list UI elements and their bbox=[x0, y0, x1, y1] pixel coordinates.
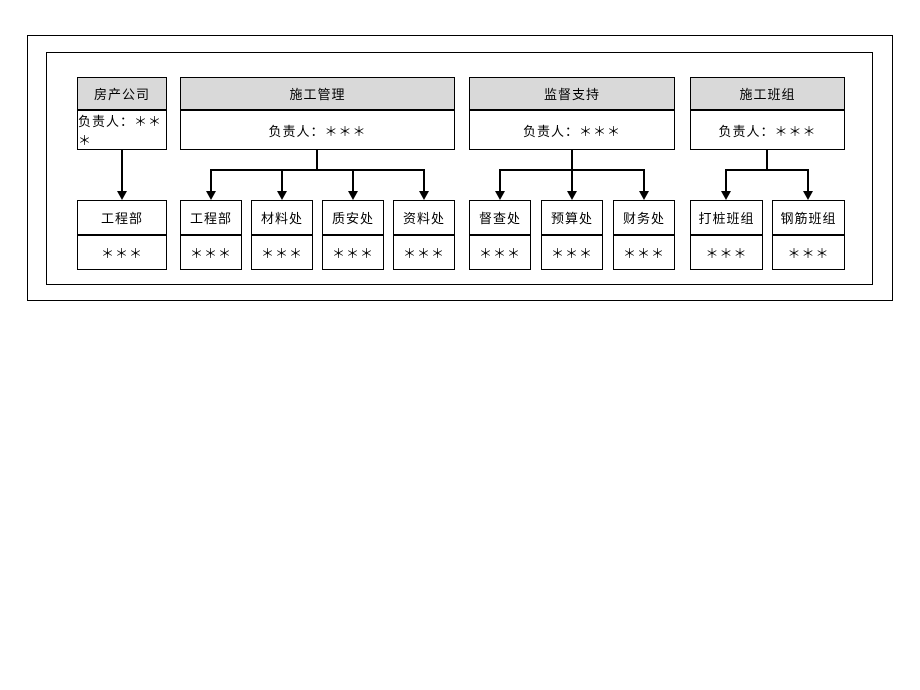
child-sub-c7: ＊＊＊ bbox=[541, 235, 603, 270]
child-sub-c2: ＊＊＊ bbox=[180, 235, 242, 270]
group-owner-0: 负责人：＊＊＊ bbox=[77, 110, 167, 150]
arrow-head-icon bbox=[721, 191, 731, 200]
connector-line bbox=[121, 150, 123, 192]
child-title-c4: 质安处 bbox=[322, 200, 384, 235]
connector-line bbox=[210, 170, 212, 192]
arrow-head-icon bbox=[567, 191, 577, 200]
group-header-3: 施工班组 bbox=[690, 77, 845, 110]
group-owner-3: 负责人：＊＊＊ bbox=[690, 110, 845, 150]
connector-line bbox=[316, 150, 318, 170]
arrow-head-icon bbox=[206, 191, 216, 200]
connector-line bbox=[571, 170, 573, 192]
arrow-head-icon bbox=[803, 191, 813, 200]
child-title-c7: 预算处 bbox=[541, 200, 603, 235]
group-owner-2: 负责人：＊＊＊ bbox=[469, 110, 675, 150]
arrow-head-icon bbox=[495, 191, 505, 200]
arrow-head-icon bbox=[639, 191, 649, 200]
connector-line bbox=[807, 170, 809, 192]
connector-line bbox=[423, 170, 425, 192]
child-sub-c5: ＊＊＊ bbox=[393, 235, 455, 270]
connector-line bbox=[499, 170, 501, 192]
child-title-c9: 打桩班组 bbox=[690, 200, 763, 235]
child-title-c1: 工程部 bbox=[77, 200, 167, 235]
child-title-c2: 工程部 bbox=[180, 200, 242, 235]
connector-line bbox=[725, 169, 809, 171]
connector-line bbox=[210, 169, 425, 171]
arrow-head-icon bbox=[117, 191, 127, 200]
child-title-c10: 钢筋班组 bbox=[772, 200, 845, 235]
child-title-c8: 财务处 bbox=[613, 200, 675, 235]
group-owner-1: 负责人：＊＊＊ bbox=[180, 110, 455, 150]
child-sub-c10: ＊＊＊ bbox=[772, 235, 845, 270]
child-sub-c1: ＊＊＊ bbox=[77, 235, 167, 270]
child-title-c3: 材料处 bbox=[251, 200, 313, 235]
group-header-1: 施工管理 bbox=[180, 77, 455, 110]
child-sub-c9: ＊＊＊ bbox=[690, 235, 763, 270]
group-header-0: 房产公司 bbox=[77, 77, 167, 110]
group-header-2: 监督支持 bbox=[469, 77, 675, 110]
connector-line bbox=[643, 170, 645, 192]
arrow-head-icon bbox=[348, 191, 358, 200]
connector-line bbox=[281, 170, 283, 192]
child-title-c5: 资料处 bbox=[393, 200, 455, 235]
connector-line bbox=[725, 170, 727, 192]
child-title-c6: 督查处 bbox=[469, 200, 531, 235]
connector-line bbox=[352, 170, 354, 192]
arrow-head-icon bbox=[277, 191, 287, 200]
child-sub-c3: ＊＊＊ bbox=[251, 235, 313, 270]
child-sub-c4: ＊＊＊ bbox=[322, 235, 384, 270]
connector-line bbox=[766, 150, 768, 170]
child-sub-c6: ＊＊＊ bbox=[469, 235, 531, 270]
connector-line bbox=[571, 150, 573, 170]
child-sub-c8: ＊＊＊ bbox=[613, 235, 675, 270]
arrow-head-icon bbox=[419, 191, 429, 200]
